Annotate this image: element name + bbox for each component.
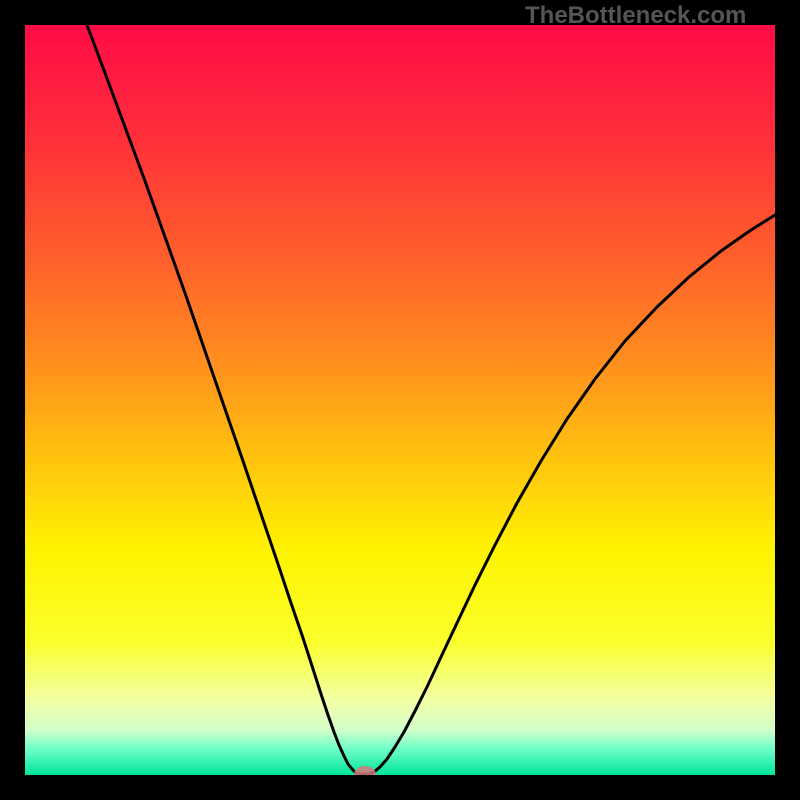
- minimum-marker: [354, 766, 376, 782]
- watermark-text: TheBottleneck.com: [525, 2, 746, 30]
- gradient-background: [25, 25, 775, 775]
- bottleneck-chart: [0, 0, 800, 800]
